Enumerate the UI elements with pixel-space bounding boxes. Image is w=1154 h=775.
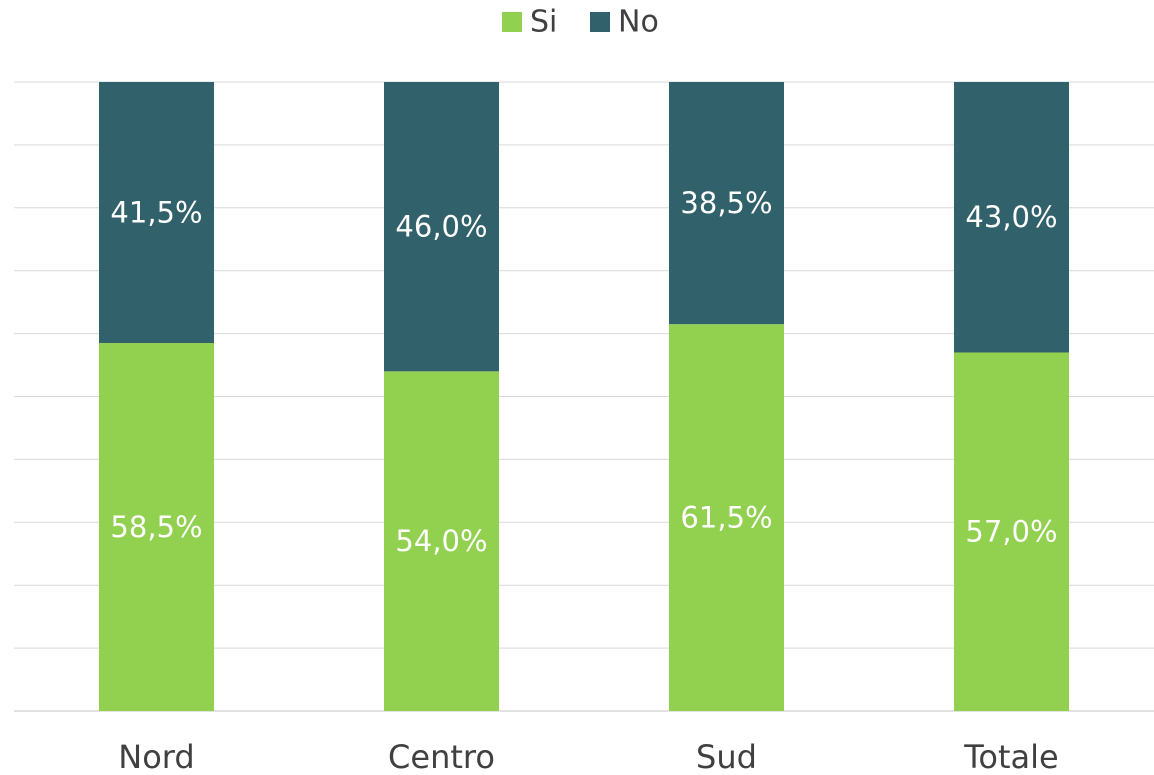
bar-si-sud [669,324,784,711]
bar-no-sud [669,82,784,325]
bar-no-nord [99,82,214,344]
data-label-no-centro: 46,0% [395,210,487,244]
data-label-si-centro: 54,0% [395,524,487,558]
x-tick-label-centro: Centro [388,738,495,775]
bar-no-totale [954,82,1069,353]
data-label-no-sud: 38,5% [680,186,772,220]
legend-label-si: Si [530,5,557,40]
data-label-si-totale: 57,0% [965,515,1057,549]
legend-label-no: No [618,5,659,40]
data-label-si-sud: 61,5% [680,501,772,535]
bar-no-centro [384,82,499,372]
x-axis-tick-labels: Nord Centro Sud Totale [118,738,1058,775]
bars [99,82,1069,711]
legend-swatch-no [590,12,610,32]
data-label-no-totale: 43,0% [965,200,1057,234]
data-label-si-nord: 58,5% [110,510,202,544]
bar-si-nord [99,343,214,711]
x-tick-label-sud: Sud [696,738,757,775]
bar-si-totale [954,352,1069,711]
data-labels: 58,5% 41,5% 54,0% 46,0% 61,5% 38,5% 57,0% 43,0% [110,186,1057,558]
bar-si-centro [384,371,499,711]
data-label-no-nord: 41,5% [110,196,202,230]
x-tick-label-nord: Nord [118,738,194,775]
legend: Si No [502,5,659,40]
legend-swatch-si [502,12,522,32]
x-tick-label-totale: Totale [963,738,1058,775]
